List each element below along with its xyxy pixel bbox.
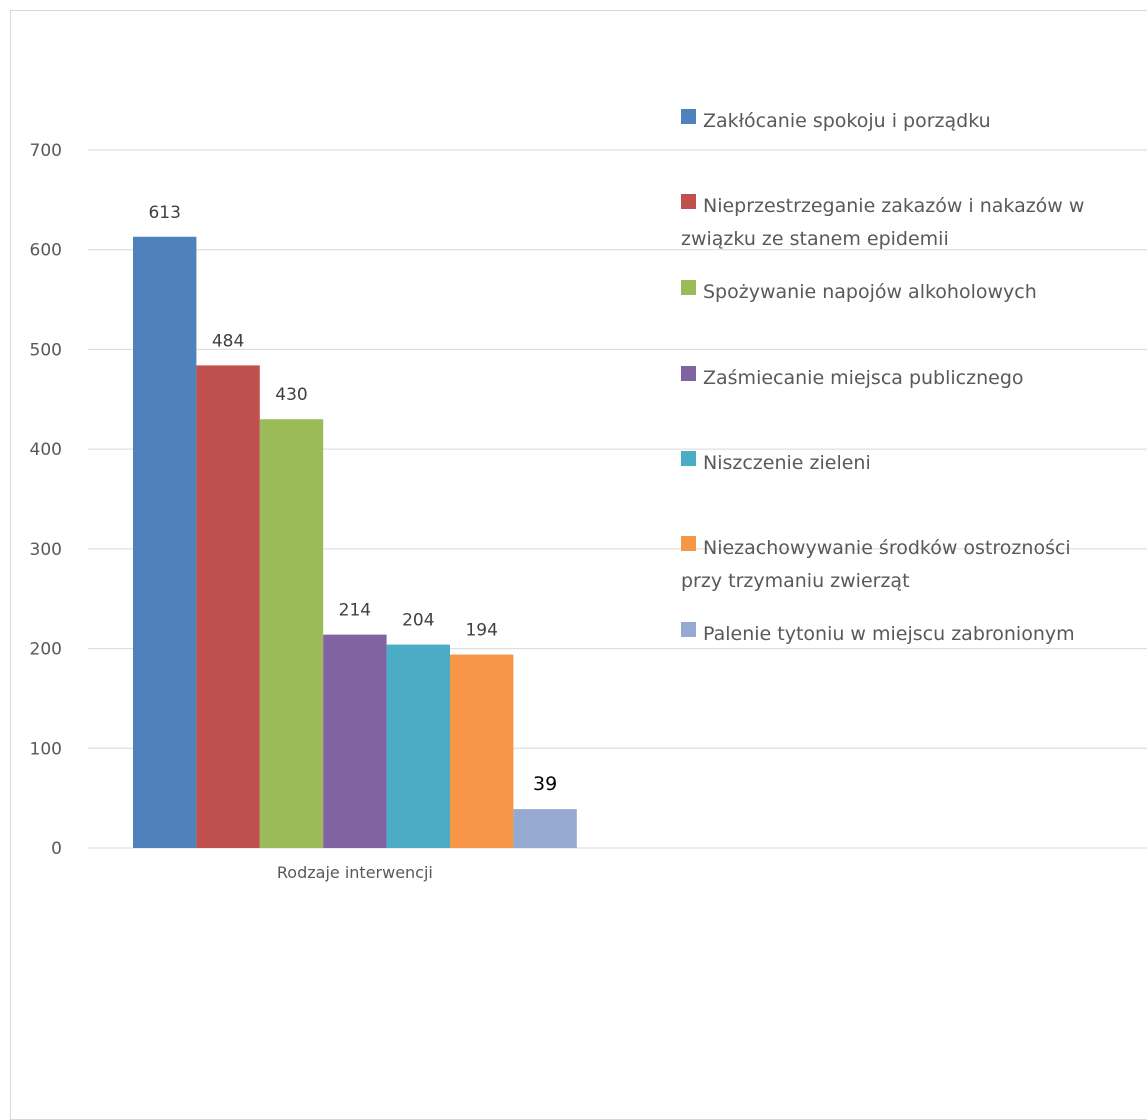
x-axis-category-labels: Rodzaje interwencji [277, 863, 433, 882]
data-labels: 613 484 430 214 204 194 39 [148, 203, 557, 795]
legend: Zakłócanie spokoju i porządku Nieprzestrz… [681, 109, 1084, 645]
data-label-1: 613 [148, 203, 180, 223]
bar-1 [133, 236, 197, 848]
data-label-7: 39 [533, 773, 557, 795]
legend-label-4-line-1: Zaśmiecanie miejsca publicznego [703, 367, 1024, 389]
y-tick-label-400: 400 [30, 440, 62, 460]
data-label-3: 430 [275, 385, 307, 405]
legend-label-2-line-2: związku ze stanem epidemii [681, 228, 949, 250]
data-label-5: 204 [402, 611, 434, 631]
legend-swatch-2 [681, 194, 696, 209]
legend-swatch-4 [681, 366, 696, 381]
y-tick-label-100: 100 [30, 739, 62, 759]
y-tick-label-500: 500 [30, 340, 62, 360]
y-tick-label-300: 300 [30, 540, 62, 560]
legend-label-2-line-1: Nieprzestrzeganie zakazów i nakazów w [703, 195, 1084, 217]
legend-label-6-line-1: Niezachowywanie środków ostrozności [703, 537, 1071, 559]
legend-swatch-6 [681, 536, 696, 551]
legend-swatch-3 [681, 280, 696, 295]
y-axis-tick-labels: 0 100 200 300 400 500 600 700 [30, 141, 62, 859]
y-tick-label-700: 700 [30, 141, 62, 161]
bar-3 [259, 419, 324, 848]
data-label-2: 484 [212, 331, 244, 351]
data-label-4: 214 [339, 601, 371, 621]
y-tick-label-600: 600 [30, 241, 62, 261]
bar-5 [386, 644, 450, 848]
y-tick-label-0: 0 [51, 839, 62, 859]
bars [133, 236, 577, 848]
data-label-6: 194 [465, 621, 497, 641]
legend-swatch-5 [681, 451, 696, 466]
y-tick-label-200: 200 [30, 640, 62, 660]
category-label: Rodzaje interwencji [277, 863, 433, 882]
bar-7 [513, 809, 577, 848]
legend-label-6-line-2: przy trzymaniu zwierząt [681, 570, 910, 592]
legend-label-5-line-1: Niszczenie zieleni [703, 452, 871, 474]
bar-6 [450, 654, 514, 848]
legend-label-7-line-1: Palenie tytoniu w miejscu zabronionym [703, 623, 1075, 645]
legend-swatch-1 [681, 109, 696, 124]
legend-label-1-line-1: Zakłócanie spokoju i porządku [703, 110, 991, 132]
legend-swatch-7 [681, 622, 696, 637]
bar-4 [323, 634, 387, 848]
bar-2 [196, 365, 260, 848]
legend-label-3-line-1: Spożywanie napojów alkoholowych [703, 281, 1037, 303]
